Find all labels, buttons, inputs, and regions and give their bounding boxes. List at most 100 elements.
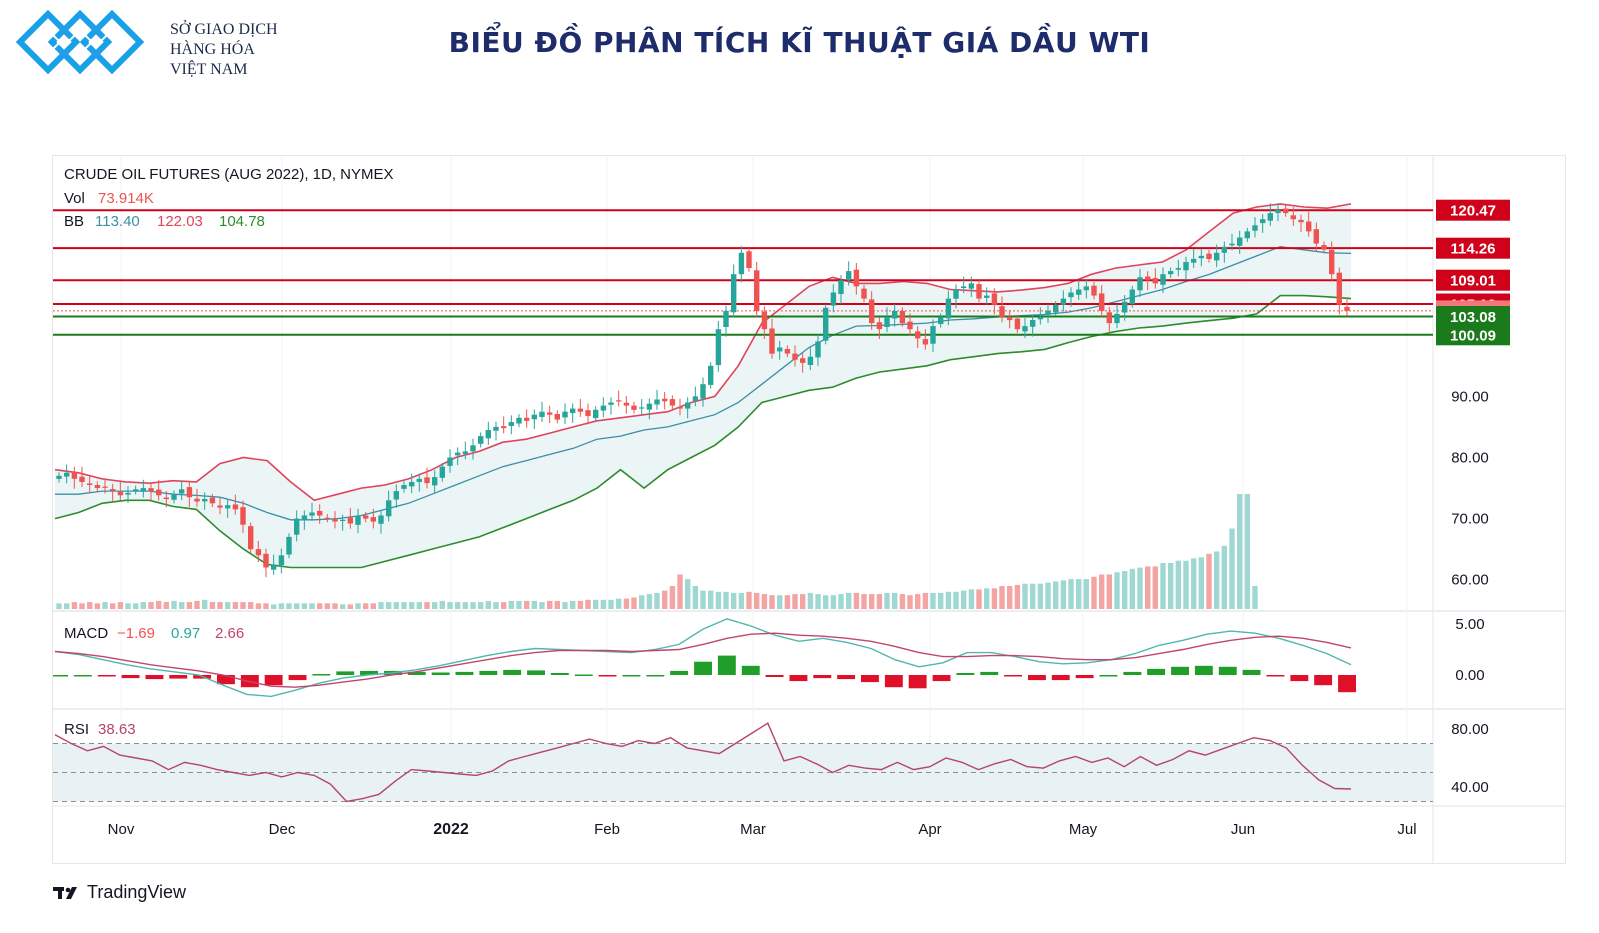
candle-body <box>1014 318 1021 330</box>
macd-histogram-bar <box>1171 666 1189 675</box>
macd-histogram-bar <box>694 661 712 675</box>
volume-bar <box>1145 566 1151 609</box>
volume-bar <box>1221 545 1227 610</box>
candle-body <box>102 486 108 488</box>
volume-bar <box>248 602 254 609</box>
candle-body <box>685 402 691 409</box>
candle-body <box>1091 285 1097 296</box>
candle-body <box>470 445 476 452</box>
macd-histogram-bar <box>574 674 593 676</box>
level-price-label: 114.26 <box>1450 241 1495 258</box>
candle-body <box>1068 292 1074 298</box>
candle-body <box>1267 213 1273 221</box>
volume-bar <box>662 590 668 609</box>
candle-body <box>662 398 668 402</box>
volume-bar <box>194 600 200 609</box>
candle-body <box>1076 289 1082 295</box>
candle-body <box>769 328 775 354</box>
candle-body <box>363 515 369 519</box>
volume-bar <box>631 597 637 609</box>
volume-bar <box>623 598 630 609</box>
volume-bar <box>156 600 162 609</box>
volume-bar <box>953 591 959 610</box>
candle-body <box>485 430 491 439</box>
candle-body <box>209 497 216 504</box>
volume-bar <box>838 594 844 610</box>
volume-bar <box>738 592 745 609</box>
candle-body <box>1175 268 1181 270</box>
volume-bar <box>930 592 936 609</box>
volume-bar <box>554 600 560 609</box>
volume-bar <box>593 599 599 609</box>
rsi-pane <box>53 722 1433 803</box>
candle-body <box>493 426 499 431</box>
volume-bar <box>646 594 653 610</box>
candle-body <box>800 358 806 363</box>
volume-bar <box>1068 579 1074 609</box>
macd-histogram-bar <box>789 675 808 682</box>
tradingview-brand[interactable]: TradingView <box>53 882 186 903</box>
candle-body <box>593 409 599 419</box>
volume-bar <box>1030 583 1036 609</box>
volume-bar <box>501 602 507 609</box>
price-tick-label: 60.00 <box>1451 572 1489 589</box>
candle-body <box>746 251 752 268</box>
candle-body <box>56 475 62 479</box>
price-chart[interactable]: 60.00 70.00 80.00 90.00 120.47 114.26 109.01 10… <box>53 156 1565 863</box>
volume-bar <box>991 588 998 609</box>
volume-bar <box>317 603 323 610</box>
volume-bar <box>846 592 852 609</box>
volume-bar <box>876 594 883 610</box>
macd-pane <box>53 618 1356 698</box>
candle-body <box>1053 304 1059 313</box>
volume-bar <box>485 600 491 609</box>
volume-bar <box>1160 563 1166 609</box>
volume-bar <box>470 602 476 609</box>
bb-lower-value: 104.78 <box>219 213 265 230</box>
volume-bar <box>409 602 415 609</box>
candle-body <box>1030 320 1036 327</box>
volume-bar <box>616 598 622 609</box>
level-price-tag <box>1436 306 1510 327</box>
candle-body <box>87 483 93 485</box>
candle-body <box>700 384 706 399</box>
chart-container[interactable]: 60.00 70.00 80.00 90.00 120.47 114.26 109.01 10… <box>52 155 1566 864</box>
candle-body <box>915 331 921 339</box>
exchange-logo: SỞ GIAO DỊCH HÀNG HÓA VIỆT NAM <box>14 8 284 78</box>
volume-bar <box>340 604 346 609</box>
candle-body <box>945 298 952 319</box>
candle-body <box>577 408 584 412</box>
vol-value: 73.914K <box>98 190 154 207</box>
volume-bar <box>71 602 78 609</box>
candle-body <box>416 478 422 482</box>
volume-bar <box>853 592 860 609</box>
volume-bar <box>439 600 445 609</box>
candle-body <box>401 485 407 489</box>
candle-body <box>777 347 783 352</box>
level-price-tag <box>1436 269 1510 291</box>
volume-bar <box>462 602 468 609</box>
macd-histogram-bar <box>1218 666 1237 675</box>
volume-bar <box>432 602 438 609</box>
candle-body <box>1290 215 1296 220</box>
rsi-value: 38.63 <box>98 721 136 738</box>
volume-bar <box>907 595 913 609</box>
volume-bar <box>769 595 775 609</box>
macd-histogram-bar <box>1075 675 1094 679</box>
macd-histogram-bar <box>73 675 92 677</box>
time-tick-label: Dec <box>269 821 296 838</box>
candle-body <box>370 517 376 522</box>
candle-body <box>869 299 875 324</box>
volume-bar <box>562 602 568 609</box>
volume-bar <box>347 604 353 609</box>
volume-bar <box>271 604 277 609</box>
macd-histogram-bar <box>598 675 617 677</box>
volume-bar <box>1206 553 1212 609</box>
macd-label: MACD <box>64 625 108 642</box>
candle-body <box>156 489 162 496</box>
volume-bar <box>899 594 906 610</box>
volume-bar <box>792 594 798 610</box>
macd-hist-value: −1.69 <box>117 625 155 642</box>
volume-bar <box>148 602 154 609</box>
macd-histogram-bar <box>1051 675 1070 681</box>
